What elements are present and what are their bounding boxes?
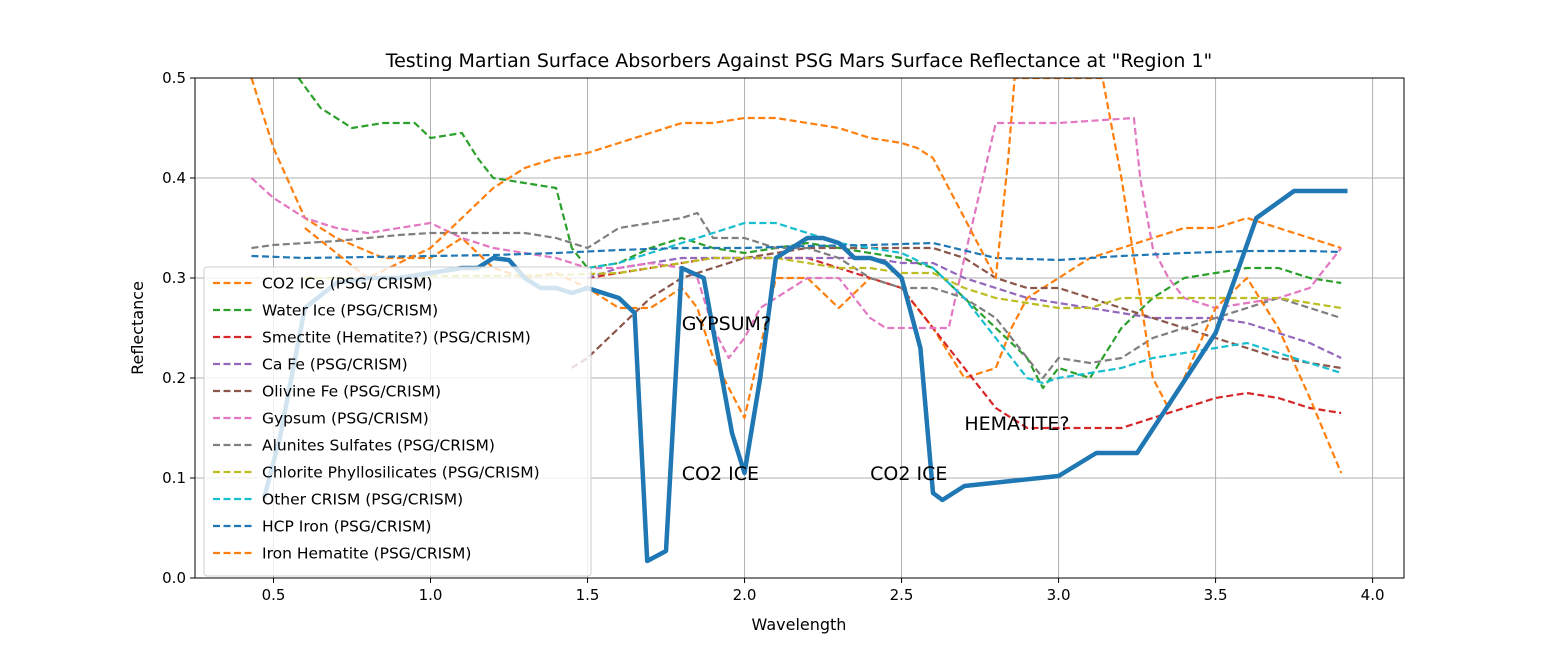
legend-label: Ca Fe (PSG/CRISM) — [262, 356, 408, 374]
annotation-label: CO2 ICE — [682, 463, 759, 485]
legend-label: CO2 ICe (PSG/ CRISM) — [262, 275, 433, 293]
legend-label: Chlorite Phyllosilicates (PSG/CRISM) — [262, 464, 540, 482]
x-tick-label: 0.5 — [262, 586, 286, 604]
legend-box — [203, 266, 592, 577]
series-line-5 — [250, 116, 1343, 360]
series-line-10 — [304, 78, 1343, 474]
x-tick-label: 1.5 — [576, 586, 600, 604]
y-tick-label: 0.4 — [162, 169, 186, 187]
series-line-9 — [251, 241, 1342, 262]
x-tick-label: 1.0 — [419, 586, 443, 604]
y-tick-label: 0.1 — [162, 469, 186, 487]
annotation-label: HEMATITE? — [964, 413, 1069, 435]
legend-label: Smectite (Hematite?) (PSG/CRISM) — [262, 329, 531, 347]
legend-label: Alunites Sulfates (PSG/CRISM) — [262, 437, 495, 455]
chart-title: Testing Martian Surface Absorbers Agains… — [385, 50, 1213, 72]
legend-label: Iron Hematite (PSG/CRISM) — [262, 545, 471, 563]
x-tick-label: 3.5 — [1204, 586, 1228, 604]
legend-label: HCP Iron (PSG/CRISM) — [262, 518, 431, 536]
x-tick-label: 2.0 — [733, 586, 757, 604]
x-tick-label: 2.5 — [890, 586, 914, 604]
y-tick-label: 0.3 — [162, 269, 186, 287]
axis-ticks: 0.5 1.0 1.5 2.0 2.5 3.0 3.5 4.0 0.0 0.1 0.2 0.3 0.4 0… — [162, 69, 1384, 604]
annotation-group: GYPSUM? CO2 ICE CO2 ICE HEMATITE? — [682, 313, 1070, 485]
x-tick-label: 4.0 — [1361, 586, 1385, 604]
x-tick-label: 3.0 — [1047, 586, 1071, 604]
annotation-label: GYPSUM? — [682, 313, 771, 335]
y-axis-title: Reflectance — [128, 281, 147, 375]
y-tick-label: 0.2 — [162, 369, 186, 387]
legend-label: Water Ice (PSG/CRISM) — [262, 302, 438, 320]
legend-label: Other CRISM (PSG/CRISM) — [262, 491, 463, 509]
series-line-4 — [571, 246, 1342, 370]
legend-label: Gypsum (PSG/CRISM) — [262, 410, 429, 428]
plot-frame — [194, 77, 1405, 579]
legend: CO2 ICe (PSG/ CRISM) Water Ice (PSG/CRISM… — [203, 266, 592, 577]
legend-label: Olivine Fe (PSG/CRISM) — [262, 383, 441, 401]
series-line-3 — [587, 256, 1342, 359]
y-tick-label: 0.5 — [162, 69, 186, 87]
annotation-label: CO2 ICE — [870, 463, 947, 485]
y-tick-label: 0.0 — [162, 569, 186, 587]
x-axis-title: Wavelength — [752, 615, 847, 634]
